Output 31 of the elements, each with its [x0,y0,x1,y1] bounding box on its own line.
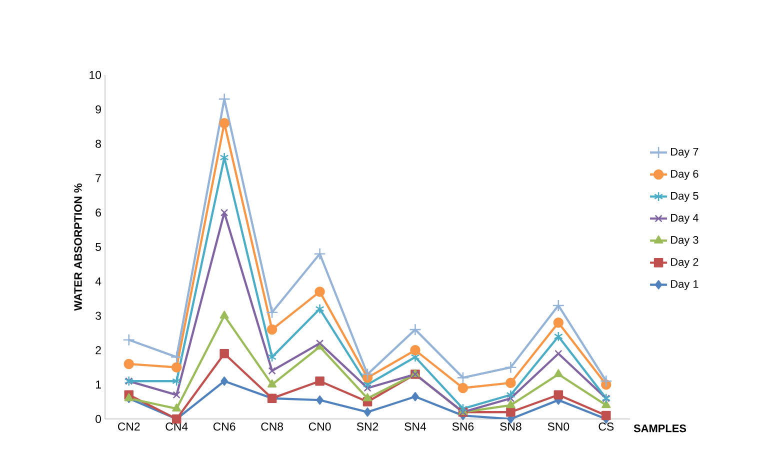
y-tick-label: 7 [96,174,101,182]
legend-label: Day 2 [671,258,698,268]
legend-label: Day 6 [671,170,698,180]
y-tick-label: 5 [96,242,102,251]
x-tick-label: CN6 [213,422,236,431]
legend-label: Day 7 [671,148,698,158]
y-tick-label: 9 [96,105,101,114]
legend-label: Day 1 [671,280,698,290]
legend-label: Day 4 [671,214,698,224]
x-tick-label: CN4 [166,422,188,431]
x-tick-label: SN4 [404,422,426,431]
x-tick-label: CN0 [308,422,331,431]
legend-label: Day 3 [671,236,698,246]
y-tick-label: 4 [95,277,102,286]
y-tick-label: 10 [90,70,102,80]
x-tick-label: SN6 [452,422,474,431]
y-tick-label: 6 [96,208,101,217]
legend-label: Day 5 [671,192,698,202]
y-tick-label: 1 [96,380,101,389]
x-tick-label: SN2 [356,422,378,431]
y-tick-label: 3 [96,312,101,320]
x-tick-label: CS [598,422,614,431]
x-tick-label: SN8 [500,422,522,431]
x-tick-label: CN8 [261,422,284,431]
y-tick-label: 0 [96,414,102,424]
y-axis-title: WATER ABSORPTION % [74,183,82,311]
x-axis-title: SAMPLES [634,424,686,432]
x-tick-label: SN0 [548,422,570,431]
y-tick-label: 8 [96,140,101,148]
x-tick-label: CN2 [118,422,140,431]
y-tick-label: 2 [96,346,101,354]
